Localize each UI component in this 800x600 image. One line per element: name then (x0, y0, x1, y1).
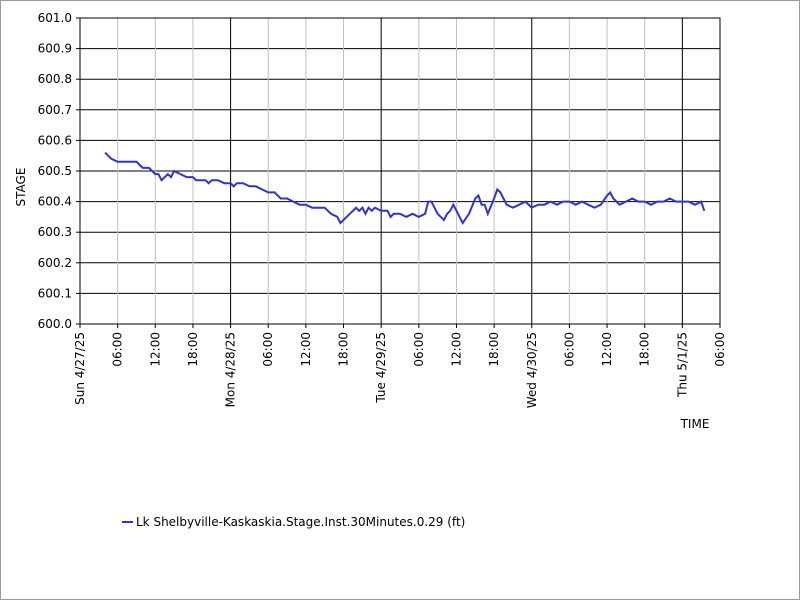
y-tick-label: 600.0 (38, 317, 72, 331)
y-tick-label: 600.7 (38, 103, 72, 117)
y-tick-label: 600.1 (38, 286, 72, 300)
x-tick-label: 06:00 (111, 332, 125, 367)
y-axis: 600.0 600.1 600.2 600.3 600.4 600.5 600.6 600.7… (38, 11, 80, 331)
x-tick-label: 18:00 (337, 332, 351, 367)
y-tick-label: 600.5 (38, 164, 72, 178)
x-tick-label: 06:00 (261, 332, 275, 367)
y-tick-label: 600.2 (38, 256, 72, 270)
x-tick-label: 12:00 (299, 332, 313, 367)
legend-label: Lk Shelbyville-Kaskaskia.Stage.Inst.30Mi… (136, 515, 465, 529)
x-tick-label: 18:00 (638, 332, 652, 367)
series-line-stage (104, 151, 706, 225)
y-tick-label: 600.4 (38, 195, 72, 209)
x-tick-label: 18:00 (186, 332, 200, 367)
x-tick-label: Mon 4/28/25 (224, 332, 238, 407)
x-axis: Sun 4/27/25 06:00 12:00 18:00 Mon 4/28/25 06:… (73, 324, 727, 408)
x-tick-label: Wed 4/30/25 (525, 332, 539, 408)
x-tick-label: 12:00 (449, 332, 463, 367)
x-tick-label: 12:00 (600, 332, 614, 367)
y-tick-label: 600.8 (38, 72, 72, 86)
y-tick-label: 600.6 (38, 133, 72, 147)
x-tick-label: 06:00 (412, 332, 426, 367)
x-tick-label: 18:00 (487, 332, 501, 367)
x-tick-label: Sun 4/27/25 (73, 332, 87, 405)
x-tick-label: 06:00 (562, 332, 576, 367)
x-tick-label: 06:00 (713, 332, 727, 367)
y-tick-label: 601.0 (38, 11, 72, 25)
y-tick-label: 600.9 (38, 42, 72, 56)
y-tick-label: 600.3 (38, 225, 72, 239)
x-tick-label: Thu 5/1/25 (675, 332, 689, 398)
legend: Lk Shelbyville-Kaskaskia.Stage.Inst.30Mi… (122, 515, 465, 529)
x-tick-label: 12:00 (148, 332, 162, 367)
y-axis-label: STAGE (14, 168, 28, 207)
x-axis-label: TIME (680, 417, 710, 431)
x-tick-label: Tue 4/29/25 (374, 332, 388, 404)
